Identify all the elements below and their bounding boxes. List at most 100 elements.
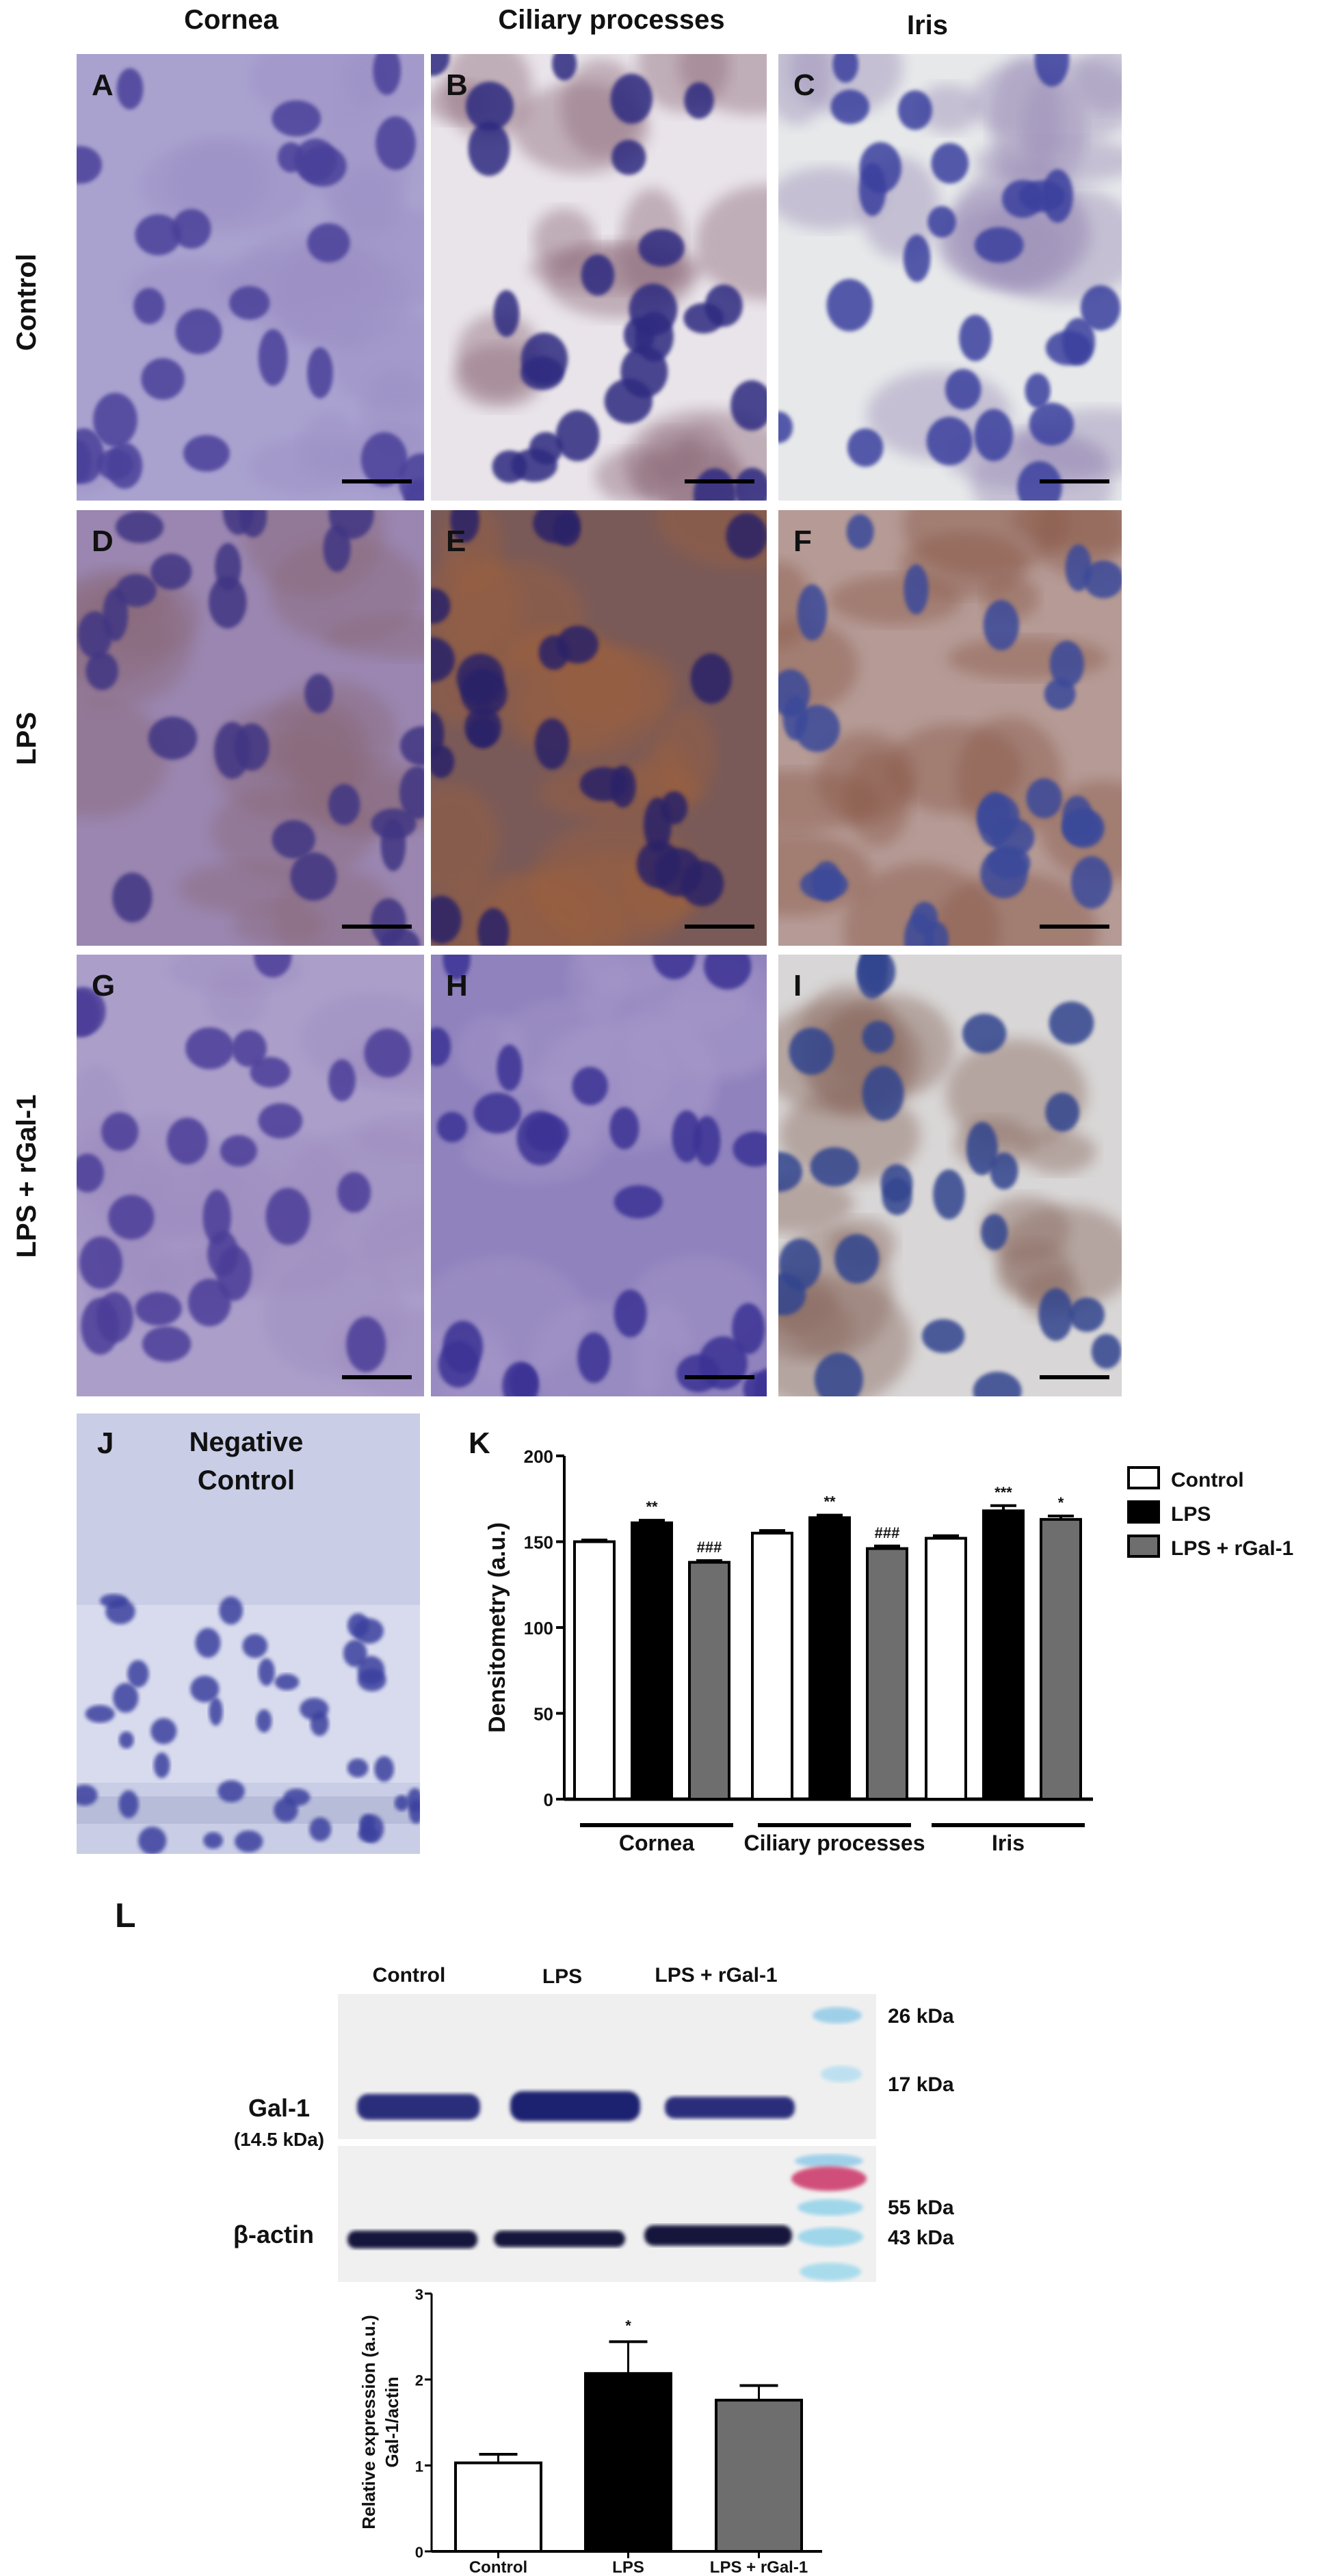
cell-nucleus <box>468 121 510 176</box>
k-legend-label: Control <box>1171 1469 1244 1491</box>
cell-nucleus <box>1045 1092 1080 1132</box>
panel-j-title-line2: Control <box>198 1465 295 1496</box>
marker-17kda: 17 kDa <box>888 2073 954 2096</box>
cell-nucleus <box>79 1236 123 1290</box>
cell-nucleus <box>188 1278 231 1327</box>
cell-nucleus <box>373 54 401 95</box>
cell-nucleus <box>185 1027 235 1070</box>
k-legend: Control LPS LPS + rGal-1 <box>1127 1466 1293 1560</box>
band-label-gal1: Gal-1 <box>248 2094 310 2122</box>
cell-nucleus <box>399 726 424 766</box>
cell-nucleus <box>77 1784 98 1806</box>
cell-nucleus <box>516 1111 564 1166</box>
cell-nucleus <box>431 588 451 624</box>
column-header-cornea: Cornea <box>184 5 279 35</box>
cell-nucleus <box>726 513 767 559</box>
cell-nucleus <box>502 1362 539 1396</box>
lane-label-lps: LPS <box>542 1965 582 1988</box>
tissue-stain <box>547 1018 713 1152</box>
micrograph-panel-g: G <box>77 955 424 1396</box>
cell-nucleus <box>990 1152 1018 1190</box>
micrograph-panel-h: H <box>431 955 767 1396</box>
k-legend-swatch <box>1127 1535 1160 1558</box>
cell-nucleus <box>778 411 793 443</box>
micrograph-grid: A B C D E F G H I <box>77 54 1122 1396</box>
cell-nucleus <box>77 428 105 484</box>
tissue-stain <box>947 637 1108 680</box>
micrograph-panel-f: F <box>778 510 1122 946</box>
cell-nucleus <box>272 820 315 859</box>
cell-nucleus <box>407 1788 420 1813</box>
cell-nucleus <box>1044 678 1076 710</box>
cell-nucleus <box>463 667 499 706</box>
band-gal1-lps-rgal1 <box>665 2097 795 2119</box>
k-significance-label: ### <box>875 1524 900 1541</box>
cell-nucleus <box>300 1697 329 1721</box>
cell-nucleus <box>85 652 118 691</box>
cell-nucleus <box>1025 373 1051 408</box>
cell-nucleus <box>814 1353 864 1396</box>
cell-nucleus <box>135 214 182 256</box>
cell-nucleus <box>215 543 241 591</box>
k-significance-label: * <box>1058 1494 1064 1511</box>
cell-nucleus <box>555 410 600 462</box>
l-y-tick-label: 0 <box>415 2544 423 2561</box>
cell-nucleus <box>96 449 134 480</box>
tissue-stain <box>129 1153 284 1242</box>
lane-label-control: Control <box>373 1964 446 1987</box>
k-significance-label: ** <box>823 1493 836 1511</box>
cell-nucleus <box>927 206 956 238</box>
cell-nucleus <box>101 1112 139 1152</box>
cell-nucleus <box>735 468 767 501</box>
k-bar <box>573 1540 616 1801</box>
k-legend-label: LPS <box>1171 1503 1211 1526</box>
marker-55kda: 55 kDa <box>888 2196 954 2219</box>
cell-nucleus <box>394 1794 410 1811</box>
cell-nucleus <box>534 718 570 770</box>
cell-nucleus <box>274 1673 300 1690</box>
cell-nucleus <box>150 1718 177 1744</box>
cell-nucleus <box>683 302 724 334</box>
tissue-stain <box>330 313 424 410</box>
k-significance-label: *** <box>994 1484 1012 1501</box>
panel-letter-j: J <box>97 1426 114 1460</box>
cell-nucleus <box>931 143 969 184</box>
cell-nucleus <box>118 1790 139 1818</box>
k-bar <box>631 1521 673 1801</box>
cell-nucleus <box>638 228 685 267</box>
k-group-label: Iris <box>992 1831 1025 1855</box>
cell-nucleus <box>431 745 455 778</box>
panel-letter-l: L <box>115 1896 136 1935</box>
tissue-stain <box>77 696 169 819</box>
cell-nucleus <box>220 1134 257 1167</box>
cell-nucleus <box>116 68 144 109</box>
cell-nucleus <box>974 227 1024 263</box>
cell-nucleus <box>644 797 672 853</box>
row-label-lps-rgal1: LPS + rGal-1 <box>12 1095 42 1258</box>
cell-nucleus <box>977 792 1012 847</box>
tissue-stain <box>431 784 499 893</box>
band-gal1-lps <box>510 2091 640 2121</box>
cell-nucleus <box>966 1121 998 1176</box>
k-significance-label: ** <box>646 1498 658 1515</box>
column-header-ciliary: Ciliary processes <box>498 5 724 35</box>
cell-nucleus <box>258 1103 303 1139</box>
cell-nucleus <box>552 54 577 81</box>
cell-nucleus <box>175 308 222 355</box>
cell-nucleus <box>733 1131 767 1167</box>
k-y-tick-label: 100 <box>524 1618 553 1638</box>
k-y-tick-label: 150 <box>524 1532 553 1553</box>
ladder-band-17 <box>821 2066 862 2082</box>
cell-nucleus <box>609 1106 640 1150</box>
cell-nucleus <box>959 315 992 362</box>
cell-nucleus <box>436 1111 467 1143</box>
l-x-tick-label: Control <box>469 2558 527 2576</box>
cell-nucleus <box>846 514 874 549</box>
panel-letter-e: E <box>446 525 466 558</box>
cell-nucleus <box>219 1596 243 1625</box>
cell-nucleus <box>375 116 416 170</box>
panel-letter-g: G <box>92 969 115 1002</box>
cell-nucleus <box>538 635 570 670</box>
k-bar <box>751 1531 793 1801</box>
row-label-lps: LPS <box>12 712 42 765</box>
